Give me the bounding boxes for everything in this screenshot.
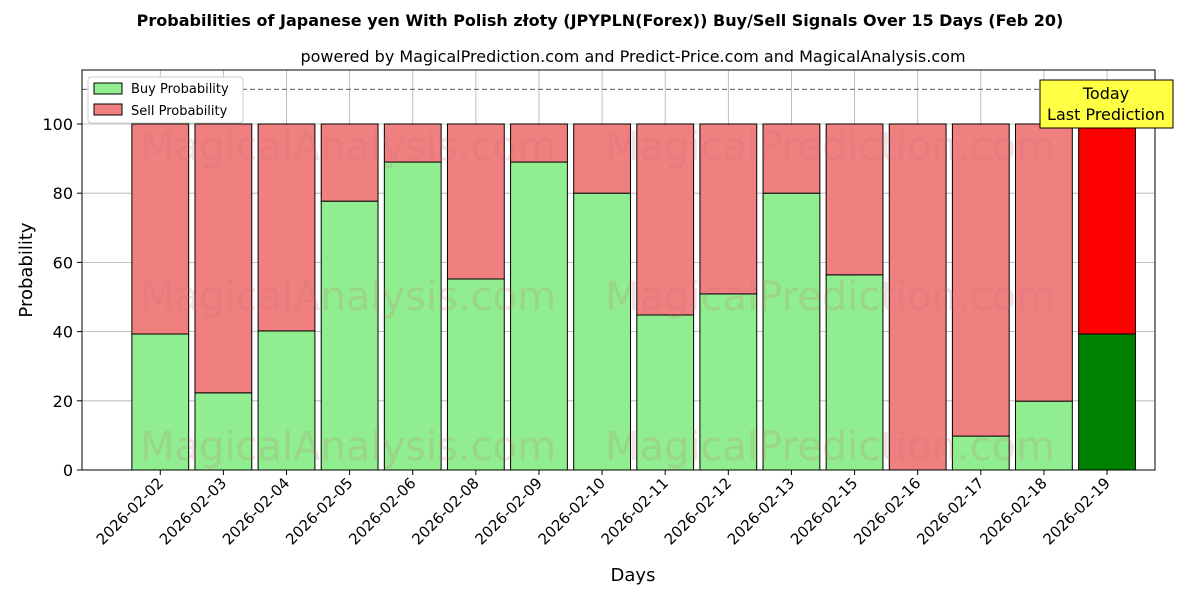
watermark: MagicalAnalysis.com	[140, 424, 556, 470]
buy-bar	[1078, 333, 1136, 471]
x-tick-label: 2026-02-03	[156, 474, 230, 548]
x-tick-label: 2026-02-17	[913, 474, 987, 548]
x-tick-label: 2026-02-05	[282, 474, 356, 548]
watermark: MagicalPrediction.com	[605, 424, 1055, 470]
legend: Buy Probability Sell Probability	[87, 76, 244, 124]
legend-buy-label: Buy Probability	[131, 82, 229, 97]
x-tick-label: 2026-02-15	[787, 474, 861, 548]
buy-bar	[320, 200, 379, 471]
sell-bar	[383, 123, 442, 163]
legend-sell-label: Sell Probability	[131, 104, 228, 119]
buy-bar	[257, 330, 316, 471]
watermark: MagicalPrediction.com	[605, 124, 1055, 170]
y-tick-label: 60	[53, 253, 73, 272]
sell-bar	[636, 123, 695, 316]
annotation-line-1: Today	[1082, 84, 1129, 103]
x-tick-label: 2026-02-04	[219, 474, 293, 548]
buy-bar	[510, 161, 568, 471]
buy-bar	[1015, 400, 1073, 471]
x-tick-label: 2026-02-19	[1039, 474, 1113, 548]
x-tick-label: 2026-02-18	[976, 474, 1050, 548]
buy-bar	[699, 293, 758, 471]
buy-bar	[383, 161, 442, 471]
plot-frame	[81, 69, 1156, 471]
x-tick-label: 2026-02-06	[345, 474, 419, 548]
y-tick-label: 20	[53, 392, 73, 411]
sell-bar	[825, 123, 884, 276]
sell-bar	[510, 123, 568, 163]
watermark: MagicalAnalysis.com	[140, 274, 556, 320]
sell-bar	[951, 123, 1010, 437]
today-annotation: Today Last Prediction	[1039, 79, 1174, 129]
legend-sell-swatch	[93, 103, 123, 116]
sell-bar	[257, 123, 316, 332]
x-tick-label: 2026-02-12	[661, 474, 735, 548]
sell-bar	[194, 123, 253, 394]
x-axis-label: Days	[611, 565, 656, 586]
y-tick-label: 80	[53, 184, 73, 203]
watermark: MagicalAnalysis.com	[140, 124, 556, 170]
buy-bar	[446, 278, 505, 471]
sell-bar	[888, 123, 947, 471]
legend-buy-swatch	[93, 82, 123, 95]
buy-bar	[825, 274, 884, 471]
buy-bar	[573, 192, 631, 471]
chart-subtitle: powered by MagicalPrediction.com and Pre…	[300, 47, 965, 66]
watermark: MagicalPrediction.com	[605, 274, 1055, 320]
y-tick-label: 40	[53, 323, 73, 342]
buy-bar	[636, 314, 695, 471]
x-tick-label: 2026-02-09	[471, 474, 545, 548]
sell-bar	[446, 123, 505, 280]
x-tick-label: 2026-02-11	[598, 474, 672, 548]
chart-title: Probabilities of Japanese yen With Polis…	[137, 11, 1064, 30]
y-tick-label: 100	[42, 115, 73, 134]
sell-bar	[762, 123, 821, 194]
x-tick-label: 2026-02-16	[850, 474, 924, 548]
sell-bar	[699, 123, 758, 295]
buy-bar	[951, 435, 1010, 471]
x-tick-label: 2026-02-08	[408, 474, 482, 548]
annotation-line-2: Last Prediction	[1047, 105, 1165, 124]
y-axis-label: Probability	[16, 222, 37, 317]
buy-bar	[762, 192, 821, 471]
buy-bar	[194, 392, 253, 471]
x-tick-label: 2026-02-10	[535, 474, 609, 548]
sell-bar	[320, 123, 379, 202]
y-tick-label: 0	[63, 461, 73, 480]
sell-bar	[131, 123, 190, 335]
sell-bar	[573, 123, 631, 194]
x-tick-label: 2026-02-02	[93, 474, 167, 548]
sell-bar	[1078, 123, 1136, 335]
x-tick-label: 2026-02-13	[724, 474, 798, 548]
